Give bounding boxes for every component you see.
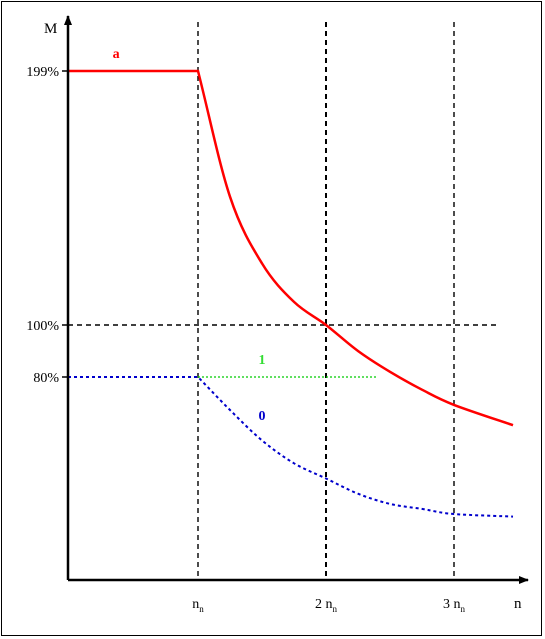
series-0-line xyxy=(68,376,514,518)
series-layer xyxy=(68,69,514,518)
x-tick-label-1: nn xyxy=(192,597,204,614)
series-a-line xyxy=(68,69,514,427)
reference-lines xyxy=(68,22,500,580)
axes xyxy=(64,15,529,584)
x-axis-title: n xyxy=(514,596,522,612)
series-label-1: 1 xyxy=(259,353,266,368)
labels: M n 199% 100% 80% nn 2 nn 3 nn a 1 0 xyxy=(26,21,522,614)
series-label-0: 0 xyxy=(259,409,266,424)
y-tick-label-1: 199% xyxy=(26,65,59,80)
y-tick-label-2: 100% xyxy=(26,319,59,334)
x-tick-label-2: 2 nn xyxy=(315,597,338,614)
series-label-a: a xyxy=(113,47,120,62)
x-tick-label-3: 3 nn xyxy=(443,597,466,614)
y-tick-label-3: 80% xyxy=(33,371,59,386)
y-axis-title: M xyxy=(44,21,57,37)
